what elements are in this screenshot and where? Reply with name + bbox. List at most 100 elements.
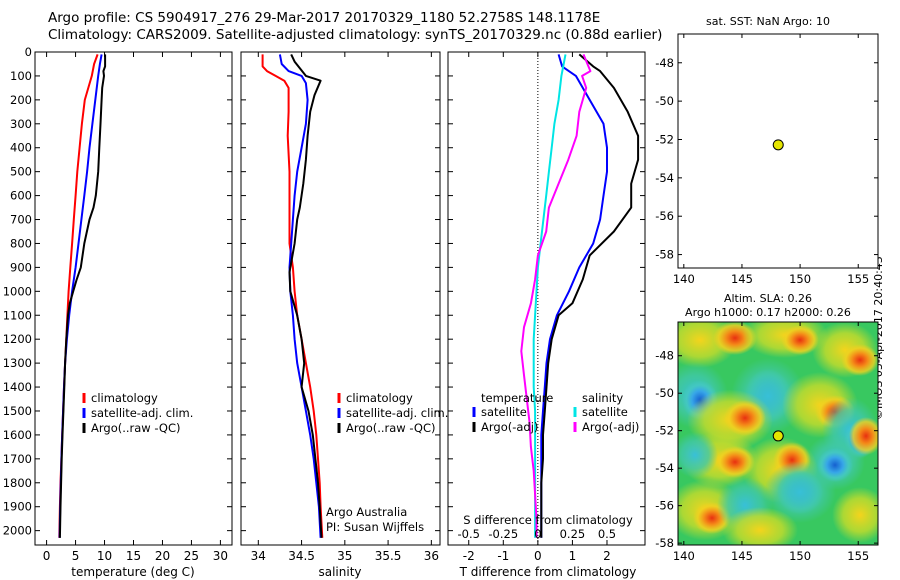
- sla-map-title: Altim. SLA: 0.26: [724, 292, 812, 305]
- argo-australia-label: Argo Australia: [326, 505, 407, 519]
- map-y-tick-label: -56: [655, 499, 674, 513]
- figure-title-line2: Climatology: CARS2009. Satellite-adjuste…: [48, 27, 663, 43]
- sla-anomaly-patch: [678, 432, 718, 478]
- map-x-tick-label: 145: [731, 549, 753, 563]
- sla-anomaly-patch: [841, 344, 878, 376]
- legend-label: Argo(-adj): [481, 420, 538, 434]
- y-tick-label: 1800: [3, 476, 32, 490]
- legend-label: satellite-adj. clim.: [346, 406, 448, 420]
- figure-title-line1: Argo profile: CS 5904917_276 29-Mar-2017…: [48, 10, 601, 26]
- sla-heatmap: [678, 322, 878, 545]
- temperature-xlabel: temperature (deg C): [71, 565, 194, 579]
- sla-anomaly-patch: [722, 507, 798, 545]
- x-tick-label: 35.5: [375, 549, 402, 563]
- sla-map-frame: [677, 321, 879, 546]
- y-tick-label: 1200: [3, 332, 32, 346]
- s-difference-label: S difference from climatology: [463, 513, 633, 527]
- legend-label: satellite: [481, 405, 527, 419]
- legend-label: climatology: [91, 391, 158, 405]
- y-tick-label: 1000: [3, 284, 32, 298]
- sla-anomaly-patch: [724, 400, 766, 436]
- sla-anomaly-patch: [849, 417, 878, 455]
- x-tick-label: 0: [43, 549, 51, 563]
- s-tick-label: 0: [534, 527, 541, 541]
- x-tick-label: 34: [251, 549, 266, 563]
- x-tick-label: -2: [463, 549, 475, 563]
- sla-map-subtitle: Argo h1000: 0.17 h2000: 0.26: [685, 306, 851, 319]
- sst-map-frame: [677, 33, 879, 269]
- salinity-panel: 34 34.5 35 35.5 36 salinity climatologysatel…: [240, 51, 448, 579]
- x-tick-label: 1: [569, 549, 577, 563]
- s-tick-label: 0.25: [560, 527, 586, 541]
- x-tick-label: 15: [126, 549, 141, 563]
- y-tick-label: 100: [10, 69, 32, 83]
- x-tick-label: 0: [534, 549, 542, 563]
- sla-anomaly-patch: [781, 325, 819, 355]
- sla-anomaly-patch: [832, 487, 878, 543]
- x-tick-label: 34.5: [288, 549, 315, 563]
- series-line-0: [261, 54, 324, 538]
- legend-label: Argo(-adj): [582, 420, 639, 434]
- map-y-tick-label: -52: [655, 424, 674, 438]
- map-y-tick-label: -58: [655, 248, 674, 262]
- y-tick-label: 700: [10, 213, 32, 227]
- series-line-2: [532, 54, 567, 538]
- y-tick-label: 600: [10, 189, 32, 203]
- salinity-xlabel: salinity: [318, 565, 361, 579]
- y-tick-label: 1500: [3, 404, 32, 418]
- x-tick-label: 25: [184, 549, 199, 563]
- y-tick-label: 400: [10, 141, 32, 155]
- y-tick-label: 200: [10, 93, 32, 107]
- difference-panel: -2 -1 0 1 2 T difference from climatology S …: [447, 51, 646, 579]
- series-line-0: [540, 54, 608, 538]
- map-y-tick-label: -52: [655, 132, 674, 146]
- pi-name-label: PI: Susan Wijffels: [326, 520, 424, 534]
- legend-label: Argo(..raw -QC): [346, 421, 436, 435]
- y-tick-label: 1100: [3, 308, 32, 322]
- y-tick-label: 800: [10, 236, 32, 250]
- map-x-tick-label: 150: [789, 549, 811, 563]
- x-tick-label: 35: [337, 549, 352, 563]
- y-tick-label: 900: [10, 260, 32, 274]
- legend-label: satellite-adj. clim.: [91, 406, 193, 420]
- map-y-tick-label: -58: [655, 536, 674, 550]
- series-line-2: [58, 54, 107, 538]
- argo-float-marker: [772, 139, 784, 151]
- map-y-tick-label: -56: [655, 209, 674, 223]
- series-line-1: [278, 54, 322, 538]
- t-difference-xlabel: T difference from climatology: [459, 565, 637, 579]
- y-tick-label: 1700: [3, 452, 32, 466]
- y-tick-label: 1600: [3, 428, 32, 442]
- series-line-2: [288, 53, 323, 538]
- y-tick-label: 1900: [3, 500, 32, 514]
- map-x-tick-label: 145: [731, 272, 753, 286]
- series-line-3: [520, 54, 592, 538]
- y-tick-label: 2000: [3, 524, 32, 538]
- temperature-axes-frame: [34, 51, 233, 546]
- legend-label: Argo(..raw -QC): [91, 421, 181, 435]
- map-y-tick-label: -54: [655, 461, 674, 475]
- sla-map-panel: Altim. SLA: 0.26 Argo h1000: 0.17 h2000:…: [655, 292, 879, 563]
- map-x-tick-label: 140: [673, 549, 695, 563]
- sla-anomaly-patch: [764, 461, 836, 523]
- y-tick-label: 0: [25, 45, 32, 59]
- x-tick-label: 2: [603, 549, 611, 563]
- temperature-panel: 0 5 10 15 20 25 300100200300400500600700800900…: [3, 45, 233, 579]
- difference-axes-frame: [447, 51, 646, 546]
- x-tick-label: -1: [497, 549, 509, 563]
- x-tick-label: 20: [155, 549, 170, 563]
- map-y-tick-label: -54: [655, 171, 674, 185]
- map-y-tick-label: -48: [655, 56, 674, 70]
- x-tick-label: 30: [213, 549, 228, 563]
- difference-legend: temperature salinitysatelliteArgo(-adj)sa…: [472, 391, 639, 434]
- legend-header-temperature: temperature: [481, 391, 553, 405]
- legend-label: climatology: [346, 391, 413, 405]
- legend-header-salinity: salinity: [582, 391, 623, 405]
- s-tick-label: -0.5: [458, 527, 480, 541]
- map-x-tick-label: 150: [789, 272, 811, 286]
- series-line-1: [540, 53, 640, 538]
- map-y-tick-label: -48: [655, 349, 674, 363]
- map-y-tick-label: -50: [655, 94, 674, 108]
